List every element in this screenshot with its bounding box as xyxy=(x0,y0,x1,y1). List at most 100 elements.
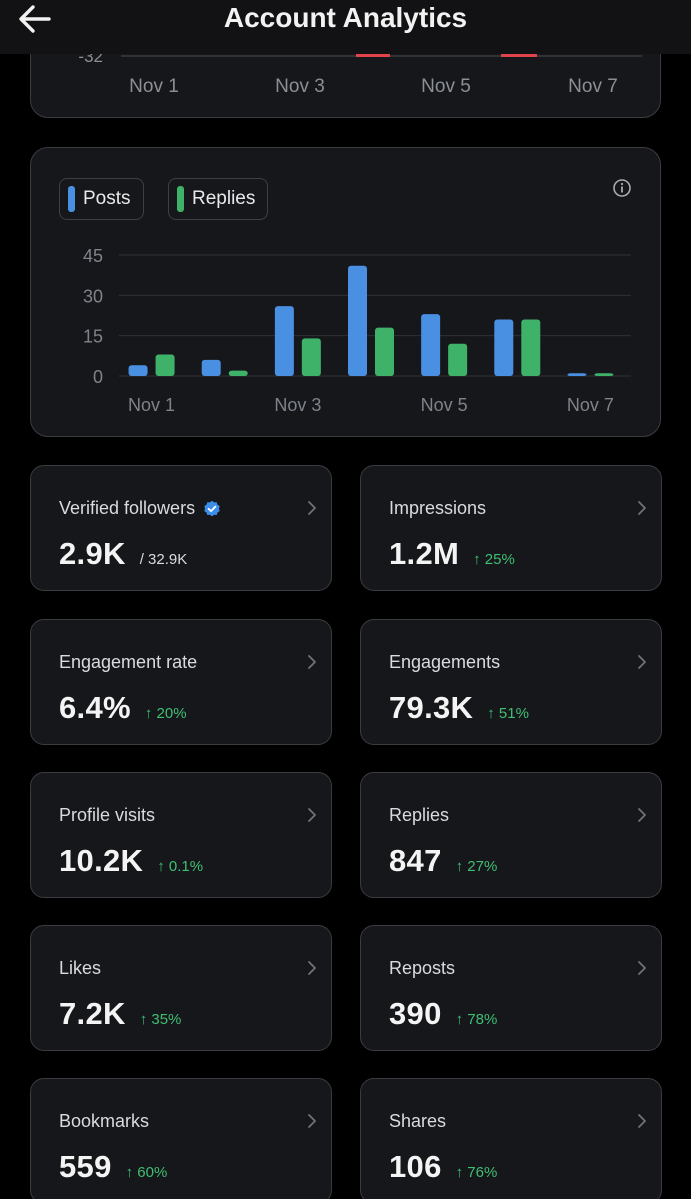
top-chart-x-label: Nov 7 xyxy=(568,76,618,97)
metric-value-row: 6.4% ↑ 20% xyxy=(59,690,187,726)
metric-card-profile-visits[interactable]: Profile visits 10.2K ↑ 0.1% xyxy=(30,772,332,898)
metric-label-text: Profile visits xyxy=(59,805,156,825)
metric-label-text: Reposts xyxy=(389,958,456,978)
bar-replies-nov-1 xyxy=(155,354,175,376)
chart-y-tick: 0 xyxy=(93,367,103,387)
app-header: Account Analytics xyxy=(0,0,691,54)
metric-value: 6.4% xyxy=(59,690,131,725)
metric-card-bookmarks[interactable]: Bookmarks 559 ↑ 60% xyxy=(30,1078,332,1199)
metric-label-text: Impressions xyxy=(389,498,487,518)
metric-card-reposts[interactable]: Reposts 390 ↑ 78% xyxy=(360,925,662,1051)
posts-swatch xyxy=(68,186,75,212)
legend-replies[interactable]: Replies xyxy=(168,178,269,220)
chart-x-tick: Nov 3 xyxy=(274,395,321,415)
bar-replies-nov-4 xyxy=(375,327,394,376)
metric-label: Impressions xyxy=(389,498,486,519)
chevron-right-icon xyxy=(308,961,316,975)
chevron-right-icon xyxy=(638,1114,646,1128)
metric-total: / 32.9K xyxy=(139,551,188,568)
metric-label: Engagements xyxy=(389,652,500,673)
metric-value-row: 106 ↑ 76% xyxy=(389,1149,497,1185)
bar-posts-nov-5 xyxy=(421,314,441,376)
metric-label-text: Engagement rate xyxy=(59,652,198,672)
metric-change: ↑ 27% xyxy=(455,858,498,875)
metric-value: 1.2M xyxy=(389,536,460,571)
metric-card-engagement-rate[interactable]: Engagement rate 6.4% ↑ 20% xyxy=(30,619,332,745)
metric-label-text: Shares xyxy=(389,1111,447,1131)
metric-label: Bookmarks xyxy=(59,1111,149,1132)
bar-chart: 45 30 15 0 Nov 1 Nov 3 Nov 5 Nov 7 xyxy=(83,246,631,415)
chart-y-tick: 45 xyxy=(83,246,103,266)
bar-posts-nov-6 xyxy=(494,319,514,376)
chart-y-tick: 15 xyxy=(83,327,103,347)
top-chart-x-label: Nov 1 xyxy=(129,76,179,97)
metric-value-row: 1.2M ↑ 25% xyxy=(389,536,515,572)
metric-label-text: Verified followers xyxy=(59,498,196,518)
metric-value-row: 2.9K / 32.9K xyxy=(59,536,187,572)
metric-label-text: Likes xyxy=(59,958,102,978)
chevron-right-icon xyxy=(308,808,316,822)
metric-value: 7.2K xyxy=(59,996,126,1031)
bar-replies-nov-6 xyxy=(521,319,541,376)
metric-change: ↑ 25% xyxy=(473,551,515,568)
metric-label: Engagement rate xyxy=(59,652,197,673)
chart-x-tick: Nov 7 xyxy=(567,395,614,415)
metric-label: Replies xyxy=(389,805,449,826)
bar-posts-nov-7 xyxy=(567,373,587,376)
arrow-left-icon[interactable] xyxy=(16,2,56,36)
metric-value: 79.3K xyxy=(389,690,474,725)
replies-swatch xyxy=(177,186,184,212)
legend-posts[interactable]: Posts xyxy=(59,178,144,220)
metric-value-row: 847 ↑ 27% xyxy=(389,843,497,879)
metric-value: 106 xyxy=(389,1149,442,1184)
bar-posts-nov-2 xyxy=(201,359,221,376)
legend-replies-label: Replies xyxy=(192,188,256,209)
metric-card-shares[interactable]: Shares 106 ↑ 76% xyxy=(360,1078,662,1199)
info-icon[interactable] xyxy=(612,178,632,198)
metric-label: Shares xyxy=(389,1111,446,1132)
metric-label: Likes xyxy=(59,958,101,979)
metric-value: 390 xyxy=(389,996,442,1031)
metric-card-replies[interactable]: Replies 847 ↑ 27% xyxy=(360,772,662,898)
chart-y-tick: 30 xyxy=(83,286,103,306)
metric-card-likes[interactable]: Likes 7.2K ↑ 35% xyxy=(30,925,332,1051)
bar-posts-nov-3 xyxy=(274,306,294,376)
top-chart-bar xyxy=(356,54,390,57)
bar-replies-nov-5 xyxy=(448,343,468,376)
metric-label: Profile visits xyxy=(59,805,155,826)
metric-card-engagements[interactable]: Engagements 79.3K ↑ 51% xyxy=(360,619,662,745)
metric-value: 847 xyxy=(389,843,442,878)
top-chart-bar xyxy=(501,54,537,57)
metric-change: ↑ 35% xyxy=(139,1011,182,1028)
metric-label-text: Engagements xyxy=(389,652,501,672)
metric-label-text: Bookmarks xyxy=(59,1111,150,1131)
metric-change: ↑ 20% xyxy=(144,705,187,722)
metric-value-row: 390 ↑ 78% xyxy=(389,996,497,1032)
bar-replies-nov-3 xyxy=(301,338,321,376)
chart-x-tick: Nov 5 xyxy=(421,395,468,415)
chevron-right-icon xyxy=(308,655,316,669)
chevron-right-icon xyxy=(638,961,646,975)
chart-x-tick: Nov 1 xyxy=(128,395,175,415)
page-title: Account Analytics xyxy=(223,2,468,33)
chevron-right-icon xyxy=(308,1114,316,1128)
bar-replies-nov-7 xyxy=(594,373,614,376)
legend-posts-label: Posts xyxy=(83,188,131,209)
metric-change: ↑ 60% xyxy=(125,1164,168,1181)
posts-replies-chart-card: Posts Replies 45 30 15 0 Nov 1 Nov 3 Nov 5 Nov … xyxy=(30,147,661,437)
metric-card-verified-followers[interactable]: Verified followers 2.9K / 32.9K xyxy=(30,465,332,591)
chevron-right-icon xyxy=(308,501,316,515)
top-chart: -32 Nov 1 Nov 3 Nov 5 Nov 7 xyxy=(78,47,642,97)
metric-label: Verified followers xyxy=(59,498,221,519)
metric-label-text: Replies xyxy=(389,805,450,825)
metric-change: ↑ 76% xyxy=(455,1164,498,1181)
metric-label: Reposts xyxy=(389,958,455,979)
metric-value: 2.9K xyxy=(59,536,126,571)
metric-value-row: 79.3K ↑ 51% xyxy=(389,690,529,726)
chevron-right-icon xyxy=(638,501,646,515)
chevron-right-icon xyxy=(638,808,646,822)
metric-value-row: 7.2K ↑ 35% xyxy=(59,996,181,1032)
metric-card-impressions[interactable]: Impressions 1.2M ↑ 25% xyxy=(360,465,662,591)
metric-value: 559 xyxy=(59,1149,112,1184)
